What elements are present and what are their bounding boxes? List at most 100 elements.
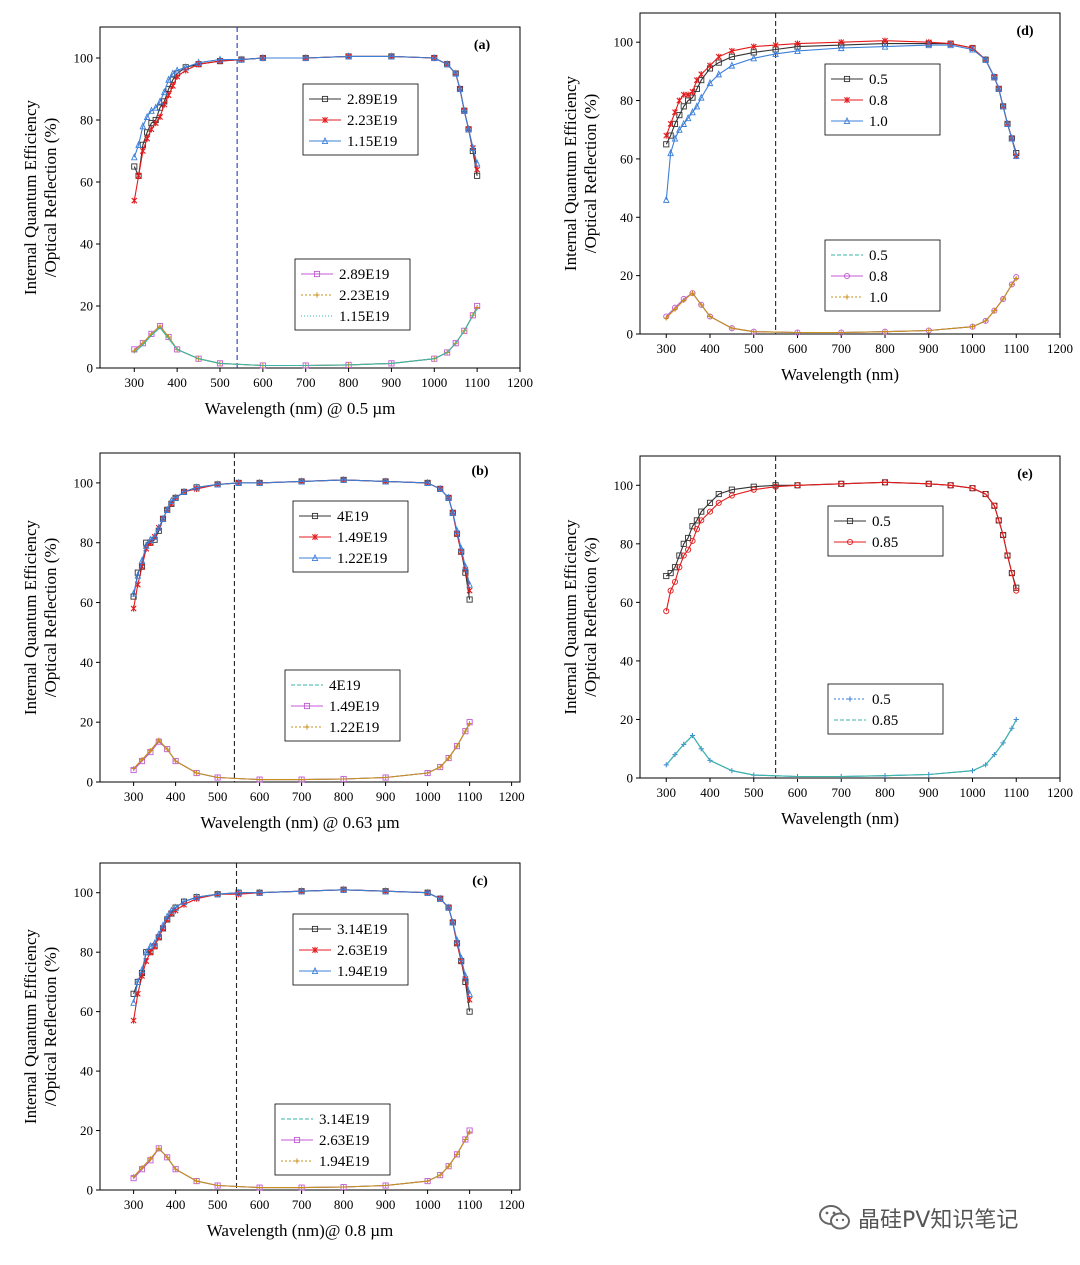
legend-marker	[843, 272, 851, 280]
legend-marker	[844, 96, 850, 104]
x-tick-label: 1000	[415, 789, 441, 804]
data-point	[457, 953, 465, 962]
legend-marker	[293, 1136, 301, 1144]
legend-marker	[311, 512, 319, 520]
x-tick-label: 400	[700, 785, 720, 800]
data-point	[130, 998, 137, 1006]
panel-label: (e)	[1017, 467, 1033, 482]
data-point	[436, 484, 444, 492]
y-tick-label: 100	[74, 51, 94, 66]
legend-marker	[844, 294, 850, 300]
data-point	[259, 53, 267, 62]
wechat-icon	[819, 1205, 850, 1230]
x-tick-label: 800	[334, 789, 354, 804]
legend-label: 2.63E19	[319, 1133, 369, 1149]
legend-label: 0.5	[872, 514, 891, 530]
data-point	[991, 308, 997, 314]
data-point	[698, 517, 705, 524]
data-point	[728, 47, 735, 55]
y-axis-title: Internal Quantum Efficiency	[21, 928, 40, 1124]
legend-entry: 1.94E19	[299, 964, 387, 980]
data-point	[180, 897, 188, 905]
data-point	[214, 890, 221, 898]
data-point	[235, 478, 242, 486]
data-point	[947, 40, 954, 49]
panel-label: (a)	[474, 38, 491, 53]
data-point	[750, 486, 757, 493]
chart-panel-c: 300 400 500 600 700 800 900 1000 1100 1200 0 20 40 60…	[21, 862, 525, 1240]
x-axis-title: Wavelength (nm)	[781, 365, 899, 384]
data-point	[671, 578, 679, 585]
legend-marker	[321, 95, 329, 103]
data-point	[173, 758, 179, 764]
legend-label: 0.85	[872, 535, 898, 551]
data-point	[131, 765, 137, 772]
data-point	[467, 721, 473, 727]
x-tick-label: 600	[250, 1197, 270, 1212]
data-point	[969, 485, 976, 492]
data-point	[424, 478, 431, 486]
data-point	[1004, 119, 1011, 127]
x-tick-label: 300	[657, 785, 677, 800]
legend-entry: 1.15E19	[301, 309, 389, 325]
legend-entry: 4E19	[299, 509, 369, 525]
series-1-94E19	[131, 1129, 473, 1191]
plot-frame	[639, 455, 1061, 779]
legend-entry: 0.85	[834, 713, 898, 729]
data-point	[134, 571, 142, 579]
chart-panel-e: 300 400 500 600 700 800 900 1000 1100 1200 0 20 40 60…	[561, 455, 1073, 828]
data-point	[425, 1178, 431, 1184]
legend-entry: 0.8	[831, 93, 888, 109]
plot-frame	[99, 26, 521, 369]
data-point	[466, 587, 473, 594]
legend-marker	[311, 966, 319, 975]
data-point	[685, 534, 692, 542]
data-point	[1004, 552, 1011, 559]
data-point	[437, 764, 443, 770]
y-axis-title: /Optical Reflection (%)	[581, 94, 600, 254]
data-point	[156, 737, 162, 743]
data-point	[341, 1184, 347, 1190]
legend-label: 0.8	[869, 93, 888, 109]
data-point	[838, 480, 845, 487]
series-1-0	[662, 40, 1020, 203]
legend-entry: 1.15E19	[309, 134, 397, 150]
legend-entry: 3.14E19	[281, 1112, 369, 1128]
data-point	[135, 172, 142, 179]
legend-marker	[313, 270, 321, 278]
legend-entry: 0.5	[831, 248, 888, 264]
data-point	[925, 40, 933, 49]
data-point	[215, 774, 221, 781]
data-point	[156, 97, 164, 105]
series-line	[133, 723, 471, 781]
legend-label: 1.49E19	[329, 699, 379, 715]
watermark: 晶硅PV知识笔记	[818, 1200, 1058, 1236]
x-tick-label: 1100	[1003, 341, 1029, 356]
series-line	[665, 278, 1017, 334]
y-tick-label: 80	[80, 535, 93, 550]
data-point	[925, 480, 932, 487]
legend-label: 1.94E19	[319, 1154, 369, 1170]
x-tick-label: 400	[166, 789, 186, 804]
x-tick-label: 1200	[1047, 785, 1073, 800]
data-point	[728, 61, 736, 69]
legend-entry: 4E19	[291, 678, 361, 694]
x-tick-label: 400	[700, 341, 720, 356]
x-tick-label: 1000	[960, 341, 986, 356]
data-point	[772, 42, 779, 49]
data-point	[693, 77, 700, 84]
data-point	[215, 1182, 221, 1189]
series-1-94E19	[130, 885, 473, 1006]
data-point	[672, 109, 678, 116]
y-tick-label: 60	[80, 595, 93, 610]
data-point	[445, 493, 452, 501]
legend-box	[827, 683, 944, 735]
y-tick-label: 100	[74, 885, 94, 900]
data-point	[663, 608, 670, 615]
data-point	[131, 1174, 137, 1180]
data-point	[1013, 587, 1020, 594]
data-point	[155, 523, 163, 531]
legend-marker	[303, 702, 311, 710]
y-axis-title: Internal Quantum Efficiency	[21, 99, 40, 295]
data-point	[462, 728, 468, 734]
